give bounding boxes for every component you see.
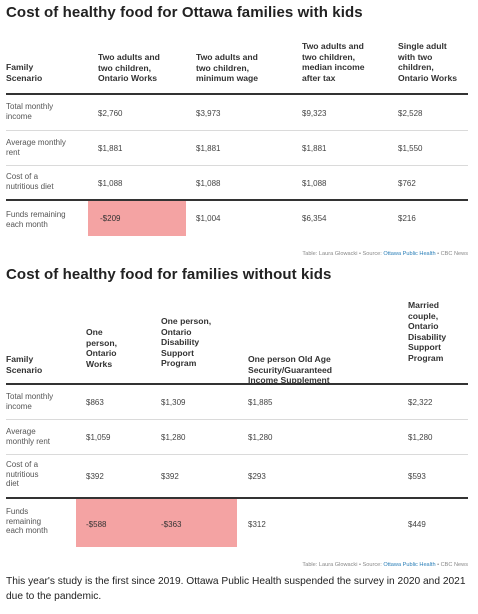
- t1-source-suffix: • CBC News: [435, 251, 468, 257]
- t2-row-divider: [6, 419, 468, 420]
- t1-row2-label: Average monthly rent: [6, 138, 66, 157]
- t2-row3-label: Cost of a nutritious diet: [6, 460, 39, 488]
- t2-row1-val1: $863: [86, 398, 104, 407]
- t1-row3-val3: $1,088: [302, 179, 327, 188]
- t2-row2-val4: $1,280: [408, 433, 433, 442]
- t1-row2-val2: $1,881: [196, 144, 221, 153]
- t1-row-divider: [6, 165, 468, 166]
- t2-row1-val2: $1,309: [161, 398, 186, 407]
- t1-row3-val1: $1,088: [98, 179, 123, 188]
- t1-row3-val4: $762: [398, 179, 416, 188]
- negative-highlight-cells: -$588 -$363: [76, 499, 237, 547]
- t1-total-rule: [6, 199, 468, 201]
- t2-source-line: Table: Laura Glowacki • Source: Ottawa P…: [302, 562, 468, 568]
- t1-source-line: Table: Laura Glowacki • Source: Ottawa P…: [302, 251, 468, 257]
- t2-row2-label: Average monthly rent: [6, 427, 51, 446]
- t1-header-col3: Two adults and two children, median income…: [302, 41, 365, 83]
- t1-row3-val2: $1,088: [196, 179, 221, 188]
- t2-header-col4: Married couple, Ontario Disability Support Pr…: [408, 300, 447, 363]
- t2-row3-val4: $593: [408, 472, 426, 481]
- t2-header-rule: [6, 383, 468, 385]
- t1-source-prefix: Table: Laura Glowacki • Source:: [302, 251, 384, 257]
- t2-source-prefix: Table: Laura Glowacki • Source:: [302, 562, 384, 568]
- t1-row2-val1: $1,881: [98, 144, 123, 153]
- t1-header-col2: Two adults and two children, minimum wage: [196, 52, 259, 83]
- t1-row1-val4: $2,528: [398, 109, 423, 118]
- t2-source-suffix: • CBC News: [435, 562, 468, 568]
- t2-source-link[interactable]: Ottawa Public Health: [383, 562, 436, 568]
- t1-row4-label: Funds remaining each month: [6, 210, 66, 229]
- t2-row4-val4: $449: [408, 520, 426, 529]
- t2-total-rule: [6, 497, 468, 499]
- t1-header-col1: Two adults and two children, Ontario Works: [98, 52, 160, 83]
- t2-row-divider: [6, 454, 468, 455]
- t1-row1-val3: $9,323: [302, 109, 327, 118]
- t1-row1-val1: $2,760: [98, 109, 123, 118]
- table2-title: Cost of healthy food for families withou…: [6, 266, 332, 283]
- table1-title: Cost of healthy food for Ottawa families…: [6, 4, 363, 21]
- t2-row4-label: Funds remaining each month: [6, 507, 48, 535]
- t2-header-scenario: Family Scenario: [6, 354, 43, 375]
- t1-source-link[interactable]: Ottawa Public Health: [383, 251, 436, 257]
- t1-row4-val4: $216: [398, 214, 416, 223]
- t2-header-col3: One person Old Age Security/Guaranteed Inc…: [248, 354, 333, 385]
- t2-row1-val3: $1,885: [248, 398, 273, 407]
- t1-header-scenario: Family Scenario: [6, 62, 43, 83]
- t1-row1-label: Total monthly income: [6, 102, 54, 121]
- article-footnote: This year's study is the first since 201…: [6, 576, 466, 602]
- t2-row2-val3: $1,280: [248, 433, 273, 442]
- t1-row-divider: [6, 130, 468, 131]
- t2-row1-label: Total monthly income: [6, 392, 54, 411]
- t2-row4-val2: -$363: [161, 520, 182, 529]
- negative-highlight-cell: -$209: [88, 201, 186, 236]
- t2-row4-val3: $312: [248, 520, 266, 529]
- t1-row4-val3: $6,354: [302, 214, 327, 223]
- t2-row2-val1: $1,059: [86, 433, 111, 442]
- t2-row4-val1: -$588: [86, 520, 107, 529]
- t2-header-col1: One person, Ontario Works: [86, 327, 118, 369]
- t1-row4-val1: -$209: [100, 214, 121, 223]
- t1-header-rule: [6, 93, 468, 95]
- t1-row2-val4: $1,550: [398, 144, 423, 153]
- t2-row3-val2: $392: [161, 472, 179, 481]
- t2-row2-val2: $1,280: [161, 433, 186, 442]
- t1-row1-val2: $3,973: [196, 109, 221, 118]
- t1-row2-val3: $1,881: [302, 144, 327, 153]
- t1-header-col4: Single adult with two children, Ontario Wor…: [398, 41, 458, 83]
- t1-row3-label: Cost of a nutritious diet: [6, 172, 54, 191]
- t1-row4-val2: $1,004: [196, 214, 221, 223]
- t2-row1-val4: $2,322: [408, 398, 433, 407]
- t2-row3-val1: $392: [86, 472, 104, 481]
- t2-row3-val3: $293: [248, 472, 266, 481]
- t2-header-col2: One person, Ontario Disability Support Progr…: [161, 316, 212, 368]
